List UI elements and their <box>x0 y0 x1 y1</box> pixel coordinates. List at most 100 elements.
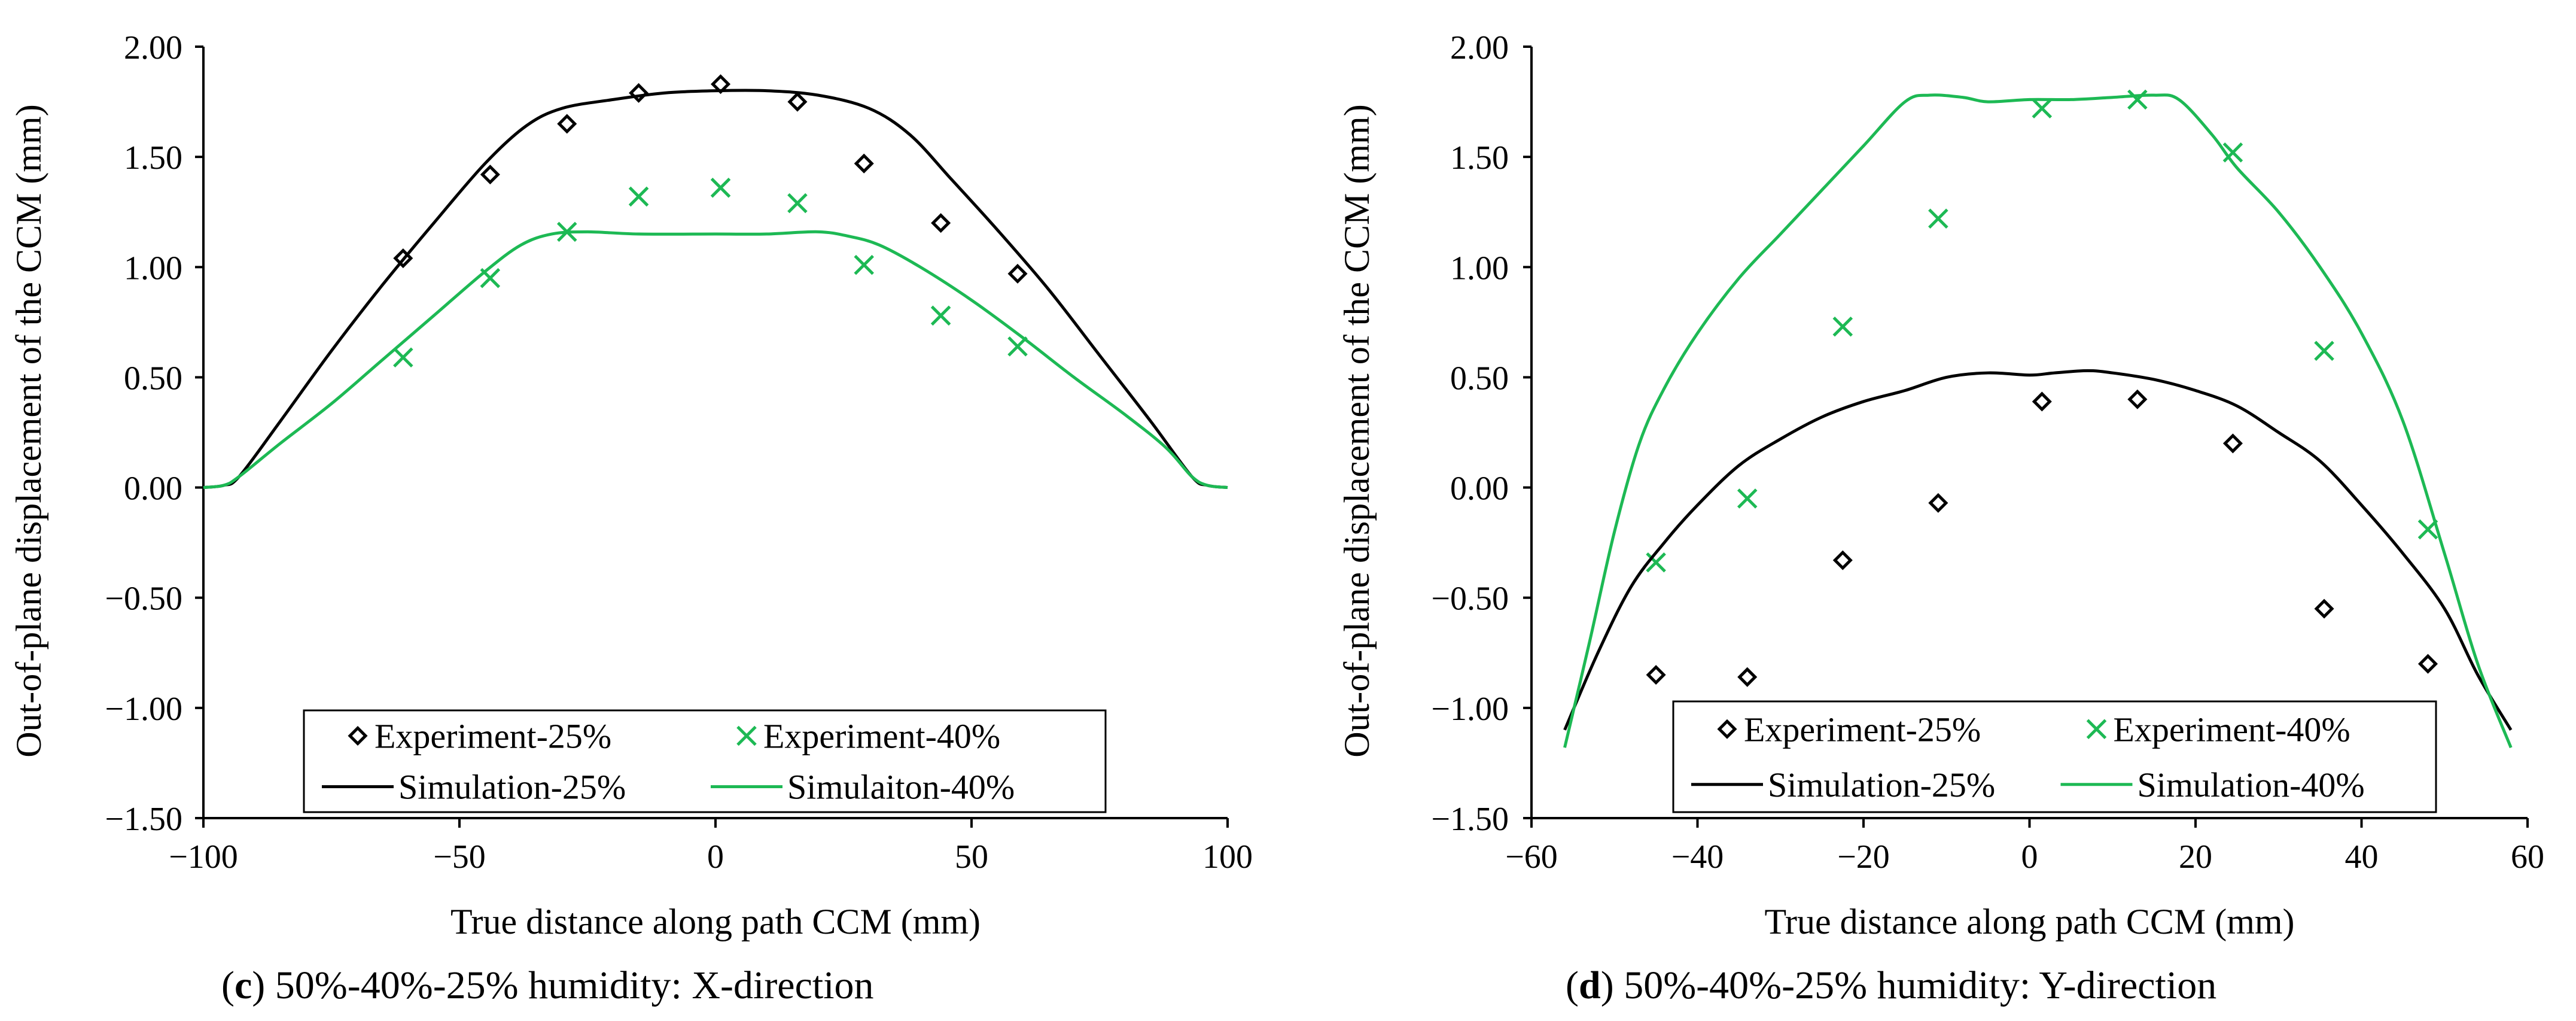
y-tick-label: −0.50 <box>1431 581 1509 618</box>
data-point-experiment-40- <box>393 347 413 368</box>
x-tick-label: 20 <box>2179 838 2212 876</box>
legend-label: Experiment-40% <box>763 717 1000 756</box>
caption-paren-close: ) <box>1601 964 1614 1007</box>
x-tick-label: −100 <box>169 838 238 876</box>
legend: Experiment-25% Experiment-40% Simulation-2… <box>1672 700 2437 813</box>
x-marker-stroke <box>480 268 501 288</box>
legend-box <box>303 709 1107 813</box>
data-point-experiment-40- <box>787 193 808 214</box>
legend-label: Simulation-25% <box>398 768 626 807</box>
x-tick-label: −40 <box>1671 838 1724 876</box>
caption-paren-open: ( <box>1566 964 1579 1007</box>
legend-label: Simulation-25% <box>1768 765 1995 804</box>
data-point-experiment-25- <box>1007 263 1028 284</box>
legend-label: Experiment-25% <box>374 717 611 756</box>
data-point-experiment-25- <box>2032 391 2052 412</box>
x-marker-stroke <box>1928 208 1948 229</box>
data-point-experiment-25- <box>480 165 500 185</box>
legend-label: Simulation-40% <box>2137 765 2365 804</box>
data-point-experiment-25- <box>1737 667 1758 687</box>
data-point-experiment-40- <box>1737 488 1758 509</box>
y-tick-label: 0.50 <box>1450 360 1509 397</box>
y-tick-label: −1.50 <box>105 801 182 838</box>
series-line-simulation-40- <box>1563 93 2513 749</box>
data-point-experiment-25- <box>629 83 649 103</box>
y-tick-label: 1.00 <box>124 250 182 287</box>
y-tick-label: 0.00 <box>1450 470 1509 508</box>
x-marker-stroke <box>787 193 808 214</box>
x-marker-stroke <box>2032 98 2053 118</box>
x-tick-label: 0 <box>2021 838 2038 876</box>
y-tick-label: 0.50 <box>124 360 182 397</box>
y-tick-label: 1.50 <box>1450 139 1509 177</box>
x-marker-stroke <box>1646 552 1666 573</box>
data-point-experiment-40- <box>1646 552 1666 573</box>
x-marker-stroke <box>854 254 875 275</box>
x-marker-stroke <box>2127 89 2148 110</box>
data-point-experiment-25- <box>2314 598 2334 619</box>
x-tick-label: 50 <box>955 838 988 876</box>
x-marker-stroke <box>2086 719 2107 740</box>
caption-text: 50%-40%-25% humidity: X-direction <box>265 964 873 1007</box>
y-tick-label: −1.00 <box>105 691 182 728</box>
x-marker-stroke <box>710 177 731 198</box>
y-tick-label: 2.00 <box>1450 29 1509 66</box>
y-tick-label: −1.50 <box>1431 801 1509 838</box>
x-tick-label: 40 <box>2345 838 2379 876</box>
caption-letter: d <box>1579 964 1601 1007</box>
series-line-simulation-25- <box>203 89 1228 490</box>
x-marker-stroke <box>2314 341 2334 361</box>
data-point-experiment-40- <box>2127 89 2148 110</box>
data-point-experiment-40- <box>1928 208 1948 229</box>
caption-paren-close: ) <box>252 964 265 1007</box>
data-point-experiment-25- <box>787 92 808 112</box>
x-marker-stroke <box>2222 142 2243 163</box>
x-marker-stroke <box>1737 488 1758 509</box>
data-point-experiment-40- <box>2222 142 2243 163</box>
legend-label: Experiment-40% <box>2114 710 2350 749</box>
x-marker-stroke <box>930 305 951 326</box>
x-marker-stroke <box>628 186 649 207</box>
legend-marker-swatch <box>348 725 368 746</box>
data-point-experiment-40- <box>854 254 875 275</box>
y-axis-label: Out-of-plane displacement of the CCM (mm… <box>1337 104 1377 757</box>
chart-panel-x-direction: 2.00 1.50 1.00 0.50 0.00 −0.50 −1.00 −1.50−100 −… <box>9 29 1253 1007</box>
data-point-experiment-25- <box>854 153 874 174</box>
y-axis-label: Out-of-plane displacement of the CCM (mm… <box>9 104 48 757</box>
data-point-experiment-40- <box>2032 98 2053 118</box>
data-point-experiment-25- <box>1928 493 1948 513</box>
data-point-experiment-25- <box>1646 665 1666 685</box>
x-tick-label: 0 <box>707 838 724 876</box>
x-tick-label: 100 <box>1202 838 1253 876</box>
x-marker-stroke <box>1007 336 1028 357</box>
legend: Experiment-25% Experiment-40% Simulation-2… <box>303 709 1107 813</box>
y-tick-label: −1.00 <box>1431 691 1509 728</box>
series-line-simulaiton-40- <box>203 230 1228 490</box>
caption-paren-open: ( <box>221 964 235 1007</box>
legend-label: Simulaiton-40% <box>787 768 1015 807</box>
data-point-experiment-40- <box>710 177 731 198</box>
x-tick-label: −20 <box>1837 838 1890 876</box>
x-marker-stroke <box>1832 316 1853 337</box>
y-tick-label: 1.50 <box>124 139 182 177</box>
y-tick-label: −0.50 <box>105 581 182 618</box>
data-point-experiment-25- <box>2417 654 2438 674</box>
chart-panel-y-direction: 2.00 1.50 1.00 0.50 0.00 −0.50 −1.00 −1.50−60 −4… <box>1337 29 2544 1007</box>
x-axis-label: True distance along path CCM (mm) <box>1764 902 2294 941</box>
data-point-experiment-25- <box>2222 433 2243 454</box>
data-point-experiment-40- <box>2314 341 2334 361</box>
legend-marker-swatch <box>736 725 757 746</box>
caption-letter: c <box>235 964 252 1007</box>
data-point-experiment-25- <box>557 114 577 134</box>
x-tick-label: −60 <box>1505 838 1558 876</box>
data-point-experiment-25- <box>2127 389 2148 409</box>
y-tick-label: 0.00 <box>124 470 182 508</box>
data-point-experiment-40- <box>628 186 649 207</box>
data-point-experiment-40- <box>1007 336 1028 357</box>
x-marker-stroke <box>736 725 757 746</box>
data-point-experiment-40- <box>930 305 951 326</box>
y-tick-label: 1.00 <box>1450 250 1509 287</box>
panel-caption: (d) 50%-40%-25% humidity: Y-direction <box>1566 964 2216 1007</box>
x-marker-stroke <box>393 347 413 368</box>
series-line-simulation-25- <box>1563 369 2513 731</box>
